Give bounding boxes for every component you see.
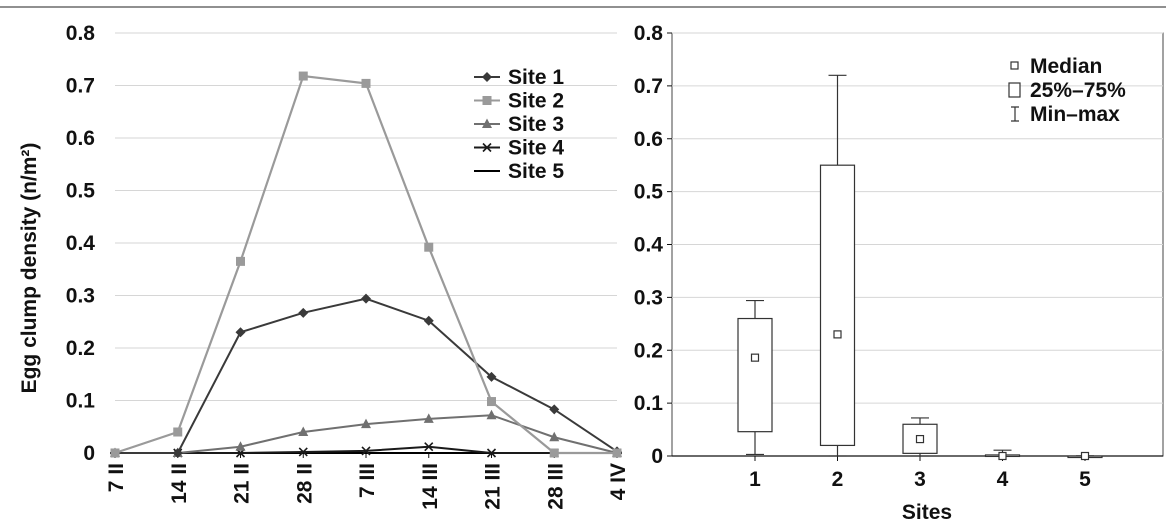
data-point xyxy=(549,404,560,415)
x-tick-label: 21 II xyxy=(231,463,254,504)
data-point xyxy=(423,413,434,423)
x-tick-label: 28 II xyxy=(293,463,316,504)
data-point xyxy=(361,418,371,429)
iqr-box xyxy=(737,317,773,433)
x-tick-label: 4 xyxy=(997,468,1009,491)
legend-marker xyxy=(482,72,492,82)
x-tick-label: 7 II xyxy=(105,463,128,492)
box-plot-panel: Sites 0 0.1 0.2 0.3 0.4 0.5 0.6 0.7 0.8 1 2 3 4 5 Medi… xyxy=(634,22,1164,524)
data-point xyxy=(298,307,309,318)
x-tick-label: 14 II xyxy=(168,463,191,504)
x-tick-label: 1 xyxy=(749,468,761,491)
x-tick-label: 2 xyxy=(832,468,844,491)
y-tick-label: 0.1 xyxy=(66,390,96,413)
data-point xyxy=(173,427,183,437)
x-tick-label: 14 III xyxy=(419,463,442,510)
x-tick-label: 4 IV xyxy=(607,463,630,500)
data-point xyxy=(235,441,246,451)
data-point xyxy=(549,448,559,458)
data-point xyxy=(549,431,560,442)
legend-label: Min–max xyxy=(1030,103,1120,126)
y-tick-label: 0.5 xyxy=(66,180,96,203)
data-point xyxy=(235,327,246,338)
data-point xyxy=(486,409,497,420)
legend-marker xyxy=(482,118,492,128)
y-tick-label: 0.7 xyxy=(66,75,95,98)
data-point xyxy=(361,446,371,456)
legend-label: Site 2 xyxy=(508,90,564,113)
legend-label: Site 1 xyxy=(508,66,564,89)
y-tick-label: 0.3 xyxy=(634,286,663,309)
y-tick-label: 0 xyxy=(651,445,663,468)
legend-label: Site 4 xyxy=(508,137,564,160)
legend-marker xyxy=(482,96,492,105)
y-tick-label: 0.6 xyxy=(66,127,95,150)
legend-label: Median xyxy=(1030,55,1102,78)
data-point xyxy=(236,256,245,266)
series-line xyxy=(115,297,618,454)
median-marker xyxy=(833,330,842,339)
x-tick-label: 3 xyxy=(914,468,926,491)
y-axis-label: Egg clump density (n/m²) xyxy=(18,143,41,394)
x-tick-label: 28 III xyxy=(544,463,567,510)
data-point xyxy=(486,448,497,458)
data-point xyxy=(298,426,309,436)
x-tick-label: 5 xyxy=(1079,468,1091,491)
data-point xyxy=(612,448,622,458)
x-tick-label: 7 III xyxy=(356,463,379,498)
y-tick-label: 0.1 xyxy=(634,392,664,415)
y-tick-label: 0.3 xyxy=(66,285,95,308)
line-chart-panel: Egg clump density (n/m²) 0 0.1 0.2 0.3 0.4 0.… xyxy=(18,22,630,510)
legend-marker xyxy=(482,142,492,153)
data-point xyxy=(172,448,183,458)
data-point xyxy=(298,447,308,457)
data-point xyxy=(361,78,371,88)
data-point xyxy=(424,242,434,252)
y-tick-label: 0.2 xyxy=(634,339,663,362)
legend-range-symbol xyxy=(1011,106,1019,122)
y-tick-label: 0.4 xyxy=(66,232,96,255)
y-tick-label: 0.5 xyxy=(634,181,664,204)
x-tick-label: 21 III xyxy=(482,463,505,510)
legend-label: 25%–75% xyxy=(1030,79,1126,102)
data-point xyxy=(361,293,371,304)
median-marker xyxy=(1080,451,1090,461)
data-point xyxy=(486,371,497,382)
data-point xyxy=(110,448,120,458)
y-tick-label: 0.7 xyxy=(634,75,663,98)
median-marker xyxy=(915,434,925,444)
data-point xyxy=(298,71,308,81)
median-marker xyxy=(998,451,1007,461)
data-point xyxy=(424,442,434,452)
data-point xyxy=(423,315,434,326)
y-tick-label: 0.8 xyxy=(634,22,664,45)
median-marker xyxy=(750,353,760,362)
y-tick-label: 0.4 xyxy=(634,234,664,257)
y-tick-label: 0.6 xyxy=(634,128,663,151)
y-tick-label: 0.2 xyxy=(66,337,95,360)
y-tick-label: 0.8 xyxy=(66,22,96,45)
data-point xyxy=(487,397,496,407)
iqr-box xyxy=(819,164,856,447)
legend-label: Site 5 xyxy=(508,160,564,183)
legend-median-symbol xyxy=(1010,61,1019,70)
y-tick-label: 0 xyxy=(83,442,95,465)
legend-box-symbol xyxy=(1008,82,1021,98)
x-axis-label: Sites xyxy=(902,501,952,524)
legend-label: Site 3 xyxy=(508,113,564,136)
